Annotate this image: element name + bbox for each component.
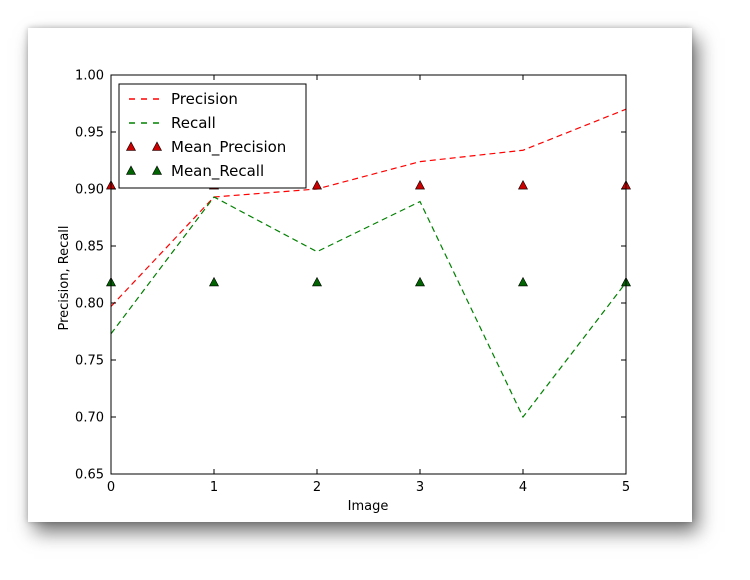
legend-box: [118, 83, 307, 189]
marker-mean-precision: [518, 179, 528, 190]
legend-swatch-marker: [126, 141, 136, 151]
legend-swatch-marker: [152, 165, 162, 175]
x-tick-label: 0: [107, 480, 115, 495]
y-tick-label: 0.75: [75, 354, 104, 369]
ticks-layer: 0 1 2 3 4 5 0.65 0.70 0.75 0.80 0.85 0.90 0.95 1.00: [75, 69, 630, 496]
series-line-precision: [110, 108, 627, 307]
marker-mean-precision: [415, 179, 425, 190]
y-tick-label: 0.80: [75, 297, 104, 312]
x-tick-label: 5: [622, 480, 630, 495]
marker-mean-recall: [415, 276, 425, 287]
legend-swatch-marker: [152, 141, 162, 151]
legend-label-mean-precision: Mean_Precision: [171, 138, 286, 157]
plot-border: [110, 74, 627, 475]
legend: Precision Recall Mean_Precision Mean_Recall: [118, 83, 307, 189]
legend-label-mean-recall: Mean_Recall: [171, 162, 264, 181]
legend-label-precision: Precision: [171, 90, 238, 108]
marker-mean-recall: [518, 276, 528, 287]
y-tick-label: 0.65: [75, 468, 104, 483]
x-tick-label: 1: [210, 480, 218, 495]
y-axis-label: Precision, Recall: [57, 225, 72, 330]
y-tick-label: 0.70: [75, 411, 104, 426]
marker-mean-precision: [312, 179, 322, 190]
marker-mean-recall: [312, 276, 322, 287]
marker-mean-recall: [209, 276, 219, 287]
x-tick-label: 3: [416, 480, 424, 495]
x-axis-label: Image: [348, 499, 389, 514]
y-tick-label: 0.90: [75, 183, 104, 198]
y-tick-label: 0.85: [75, 240, 104, 255]
series-line-recall: [110, 196, 627, 419]
y-tick-label: 1.00: [75, 69, 104, 84]
x-tick-label: 2: [313, 480, 321, 495]
legend-swatch-marker: [126, 165, 136, 175]
legend-label-recall: Recall: [171, 114, 216, 132]
x-tick-label: 4: [519, 480, 527, 495]
y-tick-label: 0.95: [75, 126, 104, 141]
